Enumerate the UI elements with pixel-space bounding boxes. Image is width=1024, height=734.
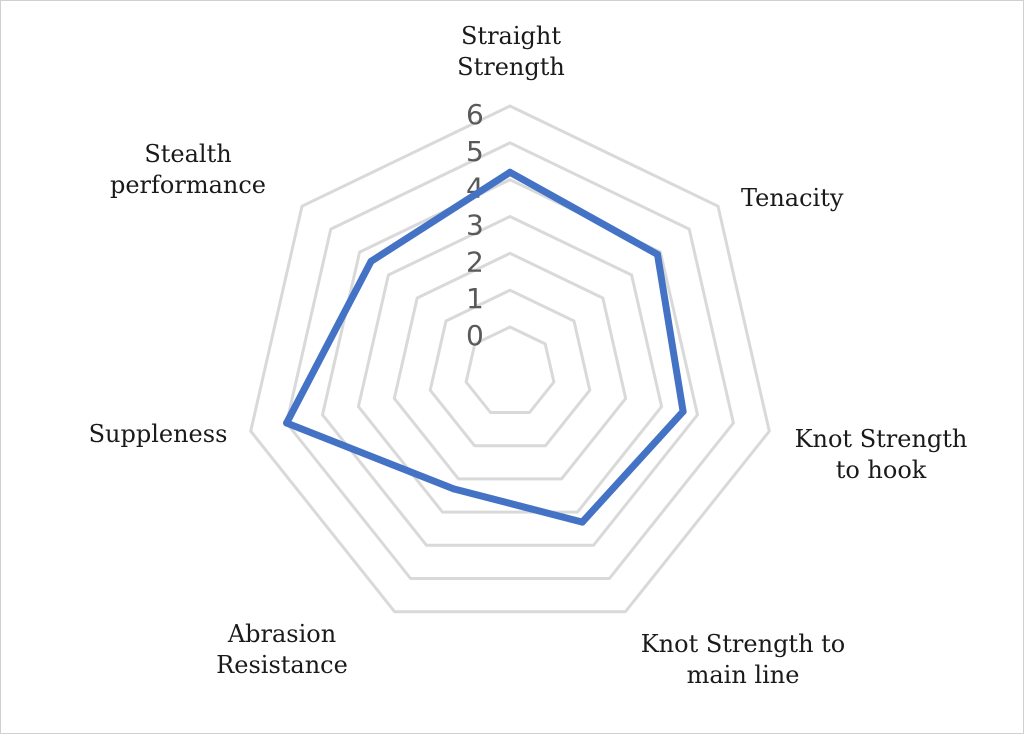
data-point-6 bbox=[367, 257, 375, 265]
grid-rings bbox=[249, 104, 771, 614]
axis-label-5: Suppleness bbox=[89, 420, 228, 448]
data-point-3 bbox=[578, 518, 586, 526]
grid-ring-2 bbox=[392, 251, 628, 481]
tick-label-5: 5 bbox=[466, 135, 484, 168]
data-point-2 bbox=[679, 408, 687, 415]
tick-label-1: 1 bbox=[466, 282, 484, 315]
data-point-4 bbox=[450, 485, 458, 493]
axis-labels: Straight Strength Tenacity Knot Strength to … bbox=[89, 22, 968, 689]
axis-label-2: Knot Strength to hook bbox=[795, 425, 968, 484]
grid-ring-0 bbox=[464, 325, 556, 414]
data-point-5 bbox=[283, 419, 291, 427]
grid-ring-1 bbox=[428, 288, 592, 448]
tick-label-6: 6 bbox=[466, 98, 484, 131]
axis-label-1: Tenacity bbox=[741, 184, 844, 212]
tick-label-2: 2 bbox=[466, 245, 484, 278]
axis-label-6: Stealth performance bbox=[110, 140, 266, 199]
data-point-0 bbox=[506, 168, 514, 176]
axis-label-3: Knot Strength to main line bbox=[641, 630, 846, 689]
series-line-0 bbox=[283, 168, 687, 526]
axis-label-4: Abrasion Resistance bbox=[216, 620, 348, 679]
data-point-1 bbox=[654, 250, 661, 258]
grid-ring-4 bbox=[321, 178, 699, 547]
tick-label-0: 0 bbox=[466, 319, 484, 352]
grid-ring-5 bbox=[285, 141, 735, 580]
axis-label-0: Straight Strength bbox=[457, 22, 565, 81]
grid-ring-3 bbox=[356, 215, 664, 514]
grid-ring-6 bbox=[249, 104, 771, 614]
tick-label-3: 3 bbox=[466, 209, 484, 242]
series-layer bbox=[283, 168, 687, 526]
